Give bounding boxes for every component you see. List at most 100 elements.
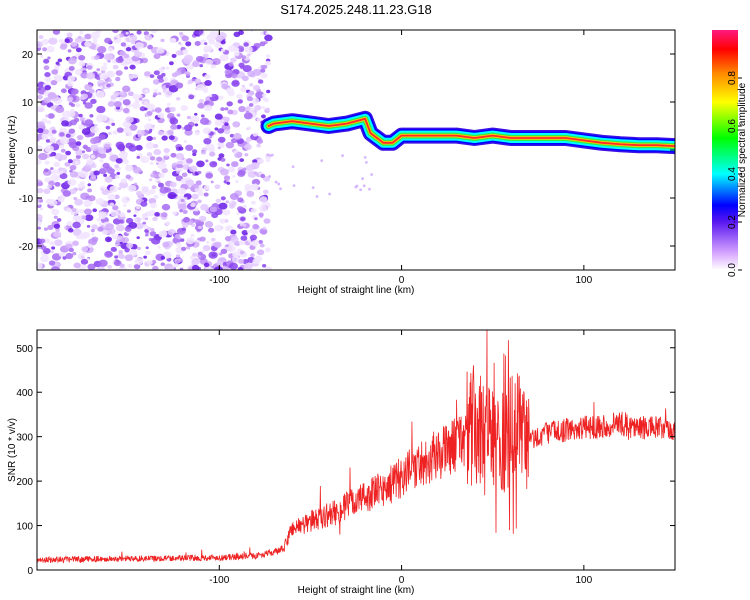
noise-blob [106,83,111,88]
noise-blob [134,257,144,265]
noise-blob [191,193,199,200]
noise-blob [81,128,91,135]
noise-blob [153,53,161,60]
noise-blob [161,72,166,77]
noise-blob [79,30,84,35]
noise-blob [250,200,256,205]
noise-blob [242,167,247,171]
noise-blob [151,109,155,113]
noise-blob [125,31,129,35]
noise-blob [50,79,58,86]
noise-blob [225,200,229,204]
noise-blob [119,212,126,218]
noise-blob [39,207,44,211]
noise-blob [78,124,86,130]
noise-blob [37,40,44,48]
noise-blob [118,97,124,102]
noise-blob [50,266,61,270]
snr-y-tick-label: 300 [16,433,33,444]
noise-blob [196,84,205,91]
snr-y-tick-label: 0 [27,566,33,577]
noise-blob [159,186,169,194]
noise-blob [89,175,97,182]
heatmap-x-axis-label: Height of straight line (km) [298,285,415,296]
noise-blob [95,197,105,205]
noise-blob [126,242,134,249]
noise-blob [60,148,66,153]
noise-blob [112,30,119,34]
noise-blob [53,215,58,219]
noise-blob [245,110,250,114]
noise-blob [184,197,188,200]
noise-blob [254,104,262,111]
noise-blob [237,267,244,270]
noise-blob [260,31,264,35]
noise-blob [205,241,210,245]
noise-blob [45,139,51,143]
signal-track [260,110,675,155]
noise-blob [234,51,238,55]
noise-blob [122,159,129,165]
noise-blob [96,105,106,114]
noise-blob [78,232,88,240]
noise-blob [84,40,92,47]
noise-blob [96,90,101,94]
noise-blob [191,78,196,82]
noise-blob [149,156,156,161]
noise-blob [256,249,265,256]
noise-blob [226,181,231,185]
noise-blob [46,45,55,53]
noise-blob [37,181,44,187]
noise-blob [230,229,237,235]
noise-blob [292,184,296,188]
colorbar-gradient [712,30,738,270]
noise-blob [37,220,42,227]
noise-blob [37,158,42,166]
noise-blob [221,83,229,90]
noise-blob [176,170,181,174]
noise-blob [144,89,149,93]
noise-blob [258,240,264,244]
noise-blob [192,61,200,68]
noise-blob [149,161,154,165]
noise-blob [73,215,80,221]
noise-blob [241,229,249,236]
noise-blob [69,164,77,171]
noise-blob [265,54,271,59]
noise-blob [151,237,161,245]
noise-blob [195,180,202,186]
noise-blob [90,154,96,159]
noise-blob [218,153,225,159]
noise-blob [239,158,245,163]
noise-blob [180,238,185,242]
noise-blob [89,114,94,118]
noise-blob [45,198,53,205]
noise-blob [185,179,195,187]
noise-blob [260,68,266,73]
noise-blob [38,35,44,40]
noise-blob [120,178,128,184]
heatmap-frame [36,29,676,271]
noise-blob [146,110,153,116]
noise-blob [203,45,213,53]
noise-blob [364,160,368,164]
noise-blob [75,141,82,146]
noise-blob [186,63,194,70]
noise-blob [237,99,243,104]
noise-blob [66,97,73,103]
noise-blob [200,114,205,118]
noise-blob [117,187,122,191]
noise-blob [56,218,62,222]
noise-blob [112,64,119,70]
noise-blob [161,203,171,211]
noise-blob [190,202,196,208]
noise-blob [185,144,194,151]
noise-blob [205,159,209,163]
noise-blob [133,214,137,218]
noise-blob [157,182,164,188]
noise-blob [86,158,94,165]
noise-blob [49,136,57,143]
noise-blob [119,147,125,152]
